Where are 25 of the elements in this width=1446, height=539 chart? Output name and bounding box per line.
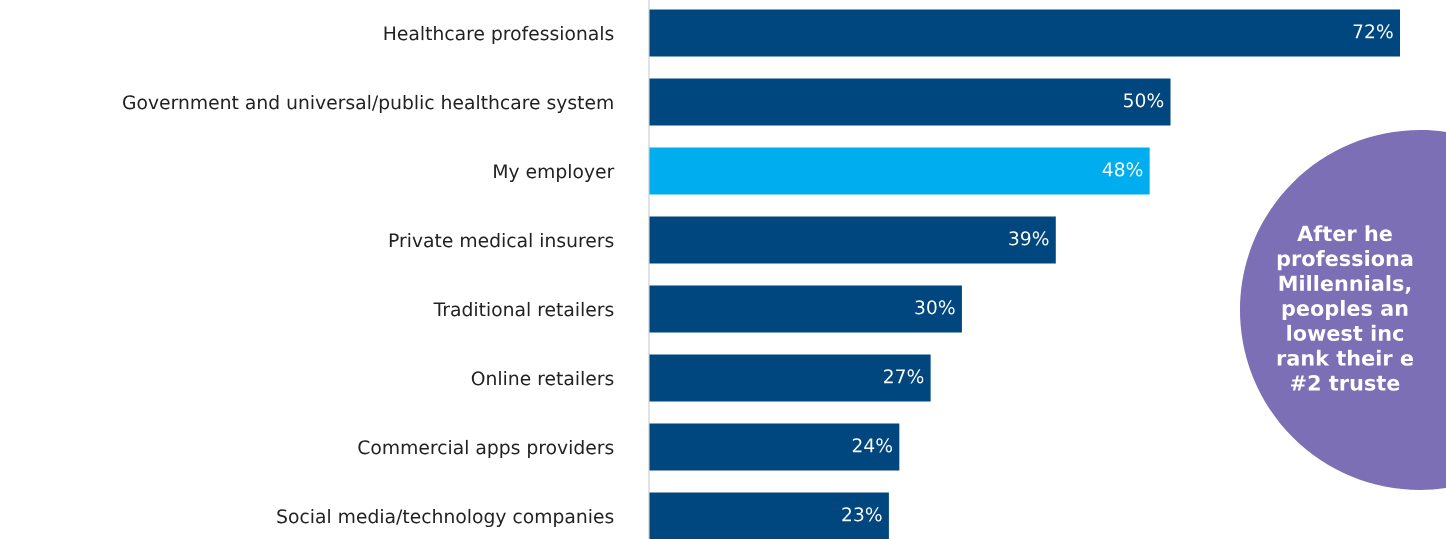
annotation: After he professiona Millennials, peoples an lowest inc rank their e #2 truste [1277,225,1413,391]
bar [649,147,1150,195]
y-tick-label: My employer [494,163,615,183]
data-label: 48% [1102,162,1143,177]
y-tick-label: Online retailers [471,370,614,386]
data-label: 39% [1009,231,1049,246]
data-label: 30% [915,300,955,315]
bar [649,78,1171,126]
data-label: 24% [852,438,893,453]
bar [649,9,1400,57]
y-tick-label: Private medical insurers [389,232,614,248]
data-label: 27% [884,369,924,384]
y-tick-label: Commercial apps providers [358,439,614,459]
data-label: 50% [1124,93,1164,108]
y-tick-label: Healthcare professionals [384,25,614,45]
y-tick-label: Government and universal/public healthcare system [123,94,613,114]
bar [649,354,931,402]
y-tick-label: Traditional retailers [433,301,614,317]
data-label: 23% [842,507,882,522]
bar [649,423,900,471]
y-tick-label: Social media/technology companies [277,508,614,528]
bar [649,285,962,333]
data-label: 72% [1353,24,1393,39]
bar [649,492,889,539]
bar [649,216,1056,264]
